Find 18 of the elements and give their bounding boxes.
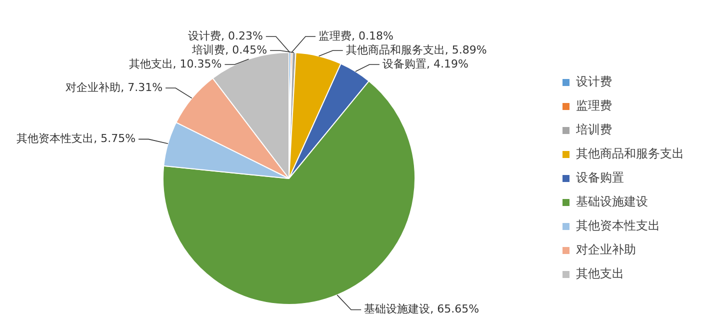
legend-label: 基础设施建设 — [576, 194, 648, 209]
data-label: 设计费, 0.23% — [188, 29, 263, 42]
data-label: 设备购置, 4.19% — [382, 57, 468, 70]
legend-label: 其他资本性支出 — [576, 218, 660, 233]
data-label: 其他资本性支出, 5.75% — [16, 132, 136, 146]
data-label: 对企业补助, 7.31% — [66, 80, 163, 94]
data-label: 其他商品和服务支出, 5.89% — [346, 43, 487, 56]
legend-label: 监理费 — [576, 98, 612, 113]
legend-label: 设计费 — [576, 74, 612, 89]
legend-label: 其他支出 — [576, 266, 624, 281]
data-label: 其他支出, 10.35% — [128, 57, 222, 70]
legend-label: 培训费 — [575, 122, 612, 137]
data-label: 监理费, 0.18% — [318, 29, 394, 42]
legend-label: 其他商品和服务支出 — [576, 146, 684, 161]
data-label: 培训费, 0.45% — [191, 43, 268, 56]
legend-label: 对企业补助 — [576, 242, 636, 257]
legend-label: 设备购置 — [576, 170, 624, 185]
data-label: 基础设施建设, 65.65% — [364, 302, 480, 316]
